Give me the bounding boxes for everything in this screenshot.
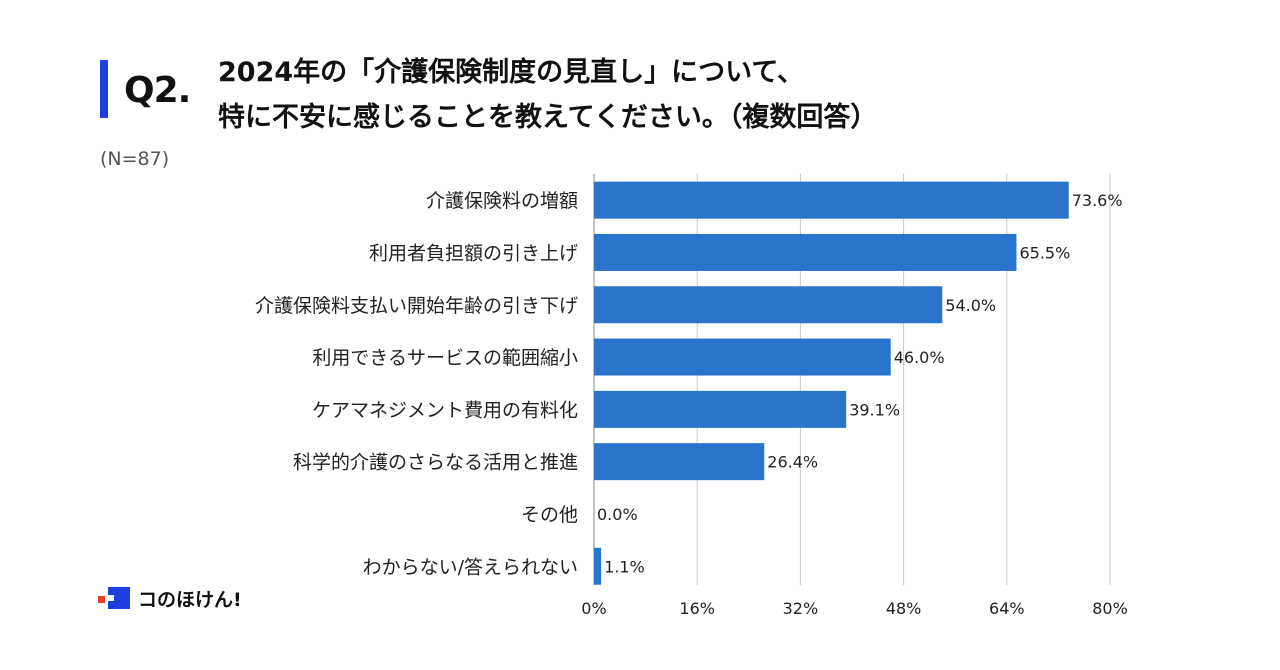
brand-logo: コのほけん! (98, 584, 242, 612)
title-accent-bar (100, 60, 108, 118)
question-number: Q2. (124, 70, 191, 111)
chart-title: 2024年の「介護保険制度の見直し」について、 特に不安に感じることを教えてくだ… (218, 50, 877, 140)
category-label: 利用者負担額の引き上げ (369, 242, 578, 264)
brand-logo-text: コのほけん! (138, 588, 242, 611)
category-label: 介護保険料の増額 (426, 190, 578, 212)
category-label: その他 (521, 504, 578, 526)
category-label: ケアマネジメント費用の有料化 (312, 399, 578, 421)
data-label: 65.5% (1019, 243, 1070, 262)
category-label: 介護保険料支払い開始年齢の引き下げ (255, 295, 578, 317)
data-label: 0.0% (597, 505, 638, 524)
data-label: 26.4% (767, 453, 818, 472)
bar (594, 338, 891, 376)
bar (594, 181, 1069, 219)
chart-title-line-1: 2024年の「介護保険制度の見直し」について、 (218, 57, 804, 88)
bar (594, 286, 943, 324)
data-label: 54.0% (945, 296, 996, 315)
chart-title-line-2: 特に不安に感じることを教えてください。（複数回答） (218, 102, 878, 133)
bar (594, 443, 765, 481)
category-label: わからない/答えられない (363, 556, 578, 578)
x-tick-label: 0% (581, 599, 606, 618)
data-label: 1.1% (604, 557, 645, 576)
x-tick-label: 80% (1092, 599, 1128, 618)
bar (594, 547, 602, 585)
category-label: 科学的介護のさらなる活用と推進 (293, 452, 578, 474)
data-label: 73.6% (1072, 191, 1123, 210)
bar (594, 390, 847, 428)
bar (594, 233, 1017, 271)
brand-logo-icon (98, 584, 134, 612)
sample-size-label: (N=87) (100, 148, 170, 170)
data-label: 46.0% (894, 348, 945, 367)
x-tick-label: 16% (679, 599, 715, 618)
data-label: 39.1% (849, 400, 900, 419)
x-tick-label: 32% (783, 599, 819, 618)
category-label: 利用できるサービスの範囲縮小 (312, 347, 578, 369)
x-tick-label: 64% (989, 599, 1025, 618)
x-tick-label: 48% (886, 599, 922, 618)
